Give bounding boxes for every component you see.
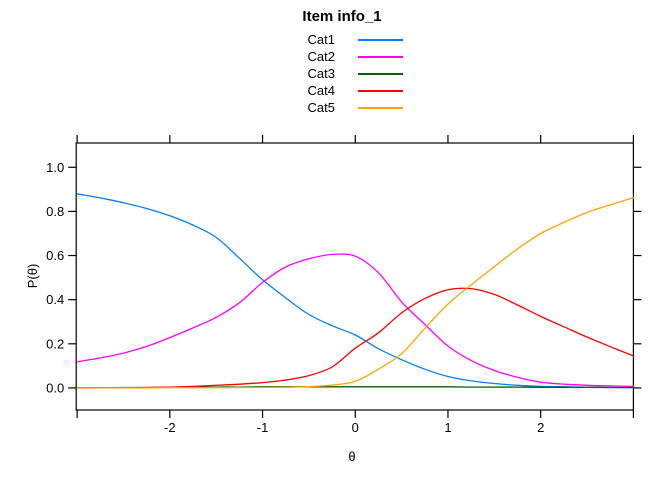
y-tick-label: 0.0 bbox=[46, 380, 64, 395]
legend-line-swatch bbox=[358, 55, 403, 58]
legend-line-swatch bbox=[358, 72, 403, 75]
series-curve-cat1 bbox=[76, 193, 635, 389]
legend-item-label: Cat2 bbox=[307, 49, 335, 64]
legend-row: Cat1 bbox=[255, 31, 403, 48]
x-tick-label: -1 bbox=[257, 420, 269, 435]
x-axis-label: θ bbox=[348, 449, 356, 464]
series-curve-cat5 bbox=[76, 197, 635, 389]
legend-item-label: Cat3 bbox=[307, 66, 335, 81]
legend-row: Cat2 bbox=[255, 48, 403, 65]
chart-title: Item info_1 bbox=[302, 8, 382, 25]
x-tick-label: 2 bbox=[537, 420, 544, 435]
legend: Cat1 Cat2 Cat3 Cat4 Cat5 bbox=[255, 31, 403, 116]
legend-row: Cat3 bbox=[255, 65, 403, 82]
y-tick-label: 0.2 bbox=[46, 336, 64, 351]
series-curve-cat2 bbox=[76, 253, 635, 388]
legend-line-swatch bbox=[358, 106, 403, 109]
series-curve-cat4 bbox=[76, 287, 635, 389]
x-tick-label: 0 bbox=[352, 420, 359, 435]
legend-line-swatch bbox=[358, 38, 403, 41]
y-tick-label: 0.8 bbox=[46, 204, 64, 219]
y-tick-label: 0.4 bbox=[46, 292, 64, 307]
plot-border bbox=[75, 142, 635, 411]
x-tick-label: -2 bbox=[164, 420, 176, 435]
y-tick-label: 1.0 bbox=[46, 160, 64, 175]
legend-row: Cat5 bbox=[255, 99, 403, 116]
x-tick-label: 1 bbox=[444, 420, 451, 435]
legend-row: Cat4 bbox=[255, 82, 403, 99]
legend-item-label: Cat4 bbox=[307, 83, 335, 98]
y-tick-label: 0.6 bbox=[46, 248, 64, 263]
legend-item-label: Cat5 bbox=[307, 100, 335, 115]
legend-line-swatch bbox=[358, 89, 403, 92]
legend-item-label: Cat1 bbox=[307, 32, 335, 47]
